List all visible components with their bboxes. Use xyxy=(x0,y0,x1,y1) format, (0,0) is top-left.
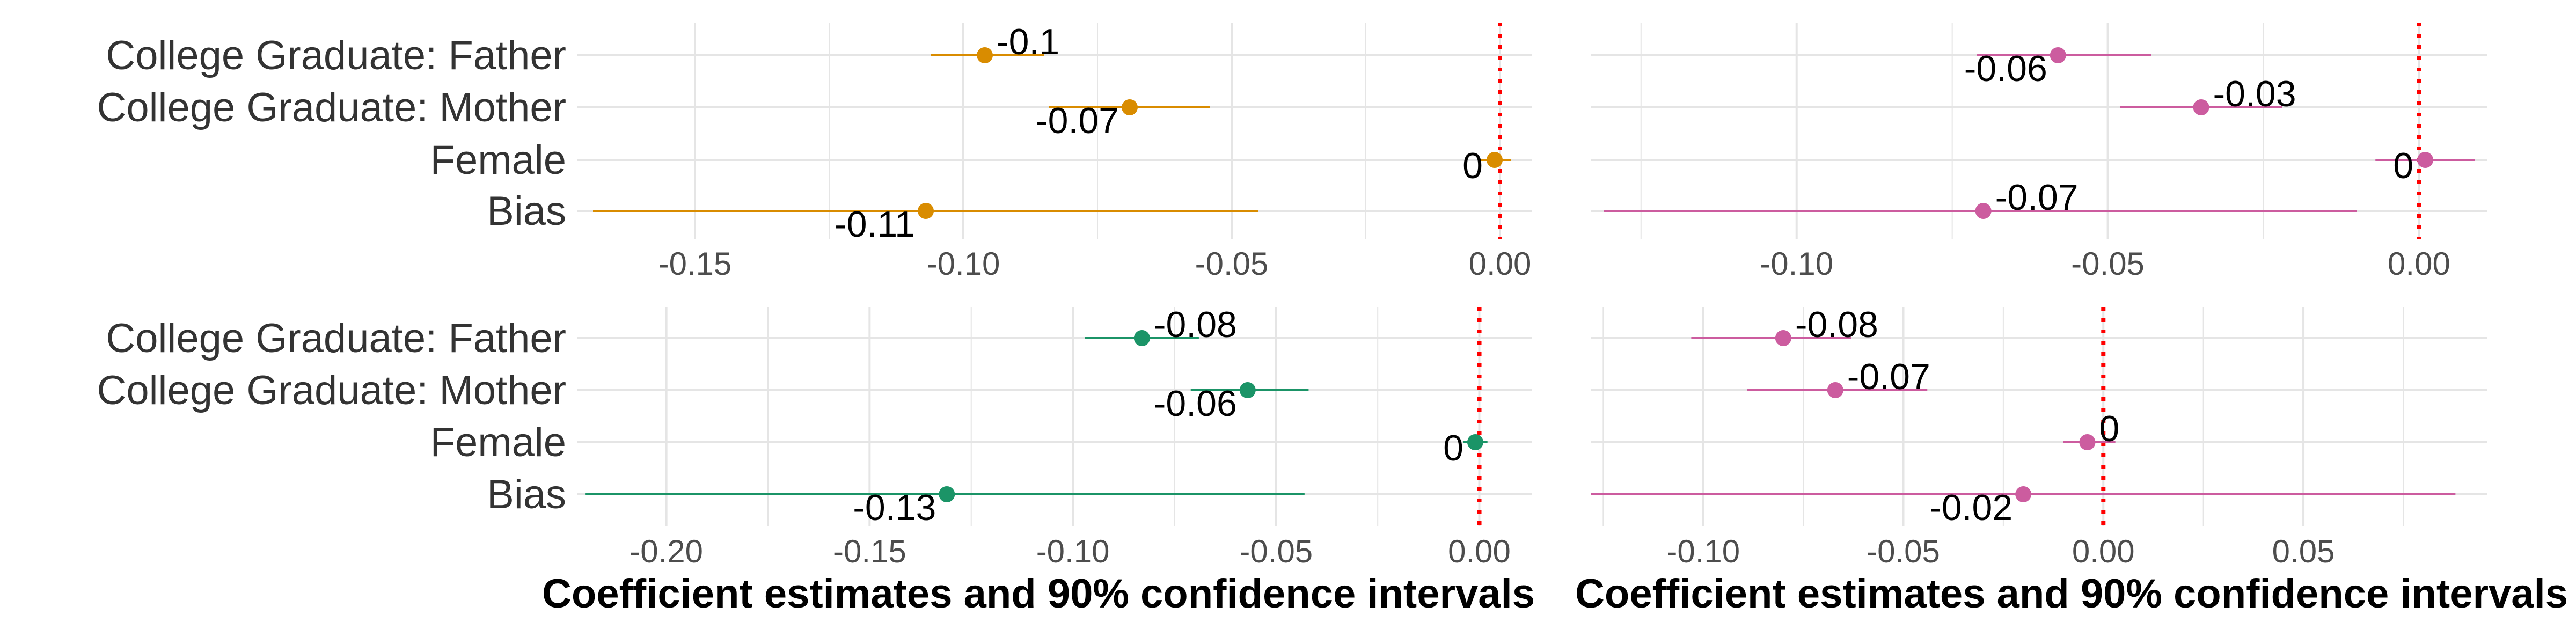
estimate-data-label: -0.08 xyxy=(1795,304,1878,345)
x-tick-label: -0.05 xyxy=(2071,246,2145,282)
x-axis-title: Coefficient estimates and 90% confidence… xyxy=(1575,571,2568,617)
estimate-point xyxy=(1975,203,1992,219)
estimate-data-label: 0 xyxy=(2099,408,2119,449)
x-tick-label: -0.15 xyxy=(833,533,906,569)
estimate-point xyxy=(918,203,934,219)
estimate-point xyxy=(939,486,955,502)
estimate-data-label: 0 xyxy=(1443,428,1463,469)
x-tick-label: -0.10 xyxy=(1760,246,1833,282)
category-label: Bias xyxy=(487,472,566,517)
category-label: College Graduate: Father xyxy=(106,316,566,361)
estimate-data-label: -0.07 xyxy=(1036,100,1119,141)
estimate-point xyxy=(2193,99,2209,115)
estimate-data-label: -0.07 xyxy=(1847,356,1930,397)
panel-top-right: -0.06 -0.03 0 -0.07 -0.10 -0.05 0.00 xyxy=(1591,23,2487,282)
estimate-point xyxy=(1122,99,1138,115)
estimate-data-label: 0 xyxy=(1462,145,1483,186)
estimate-point xyxy=(2079,434,2096,450)
estimate-data-label: -0.13 xyxy=(853,487,936,528)
category-label: Bias xyxy=(487,188,566,234)
estimate-point xyxy=(1239,382,1256,398)
estimate-data-label: -0.07 xyxy=(1995,177,2079,218)
panel-bottom-left: College Graduate: Father College Graduate… xyxy=(97,304,1535,617)
x-tick-label: -0.15 xyxy=(658,246,732,282)
estimate-data-label: -0.08 xyxy=(1154,304,1237,345)
estimate-data-label: -0.06 xyxy=(1964,48,2047,89)
estimate-point xyxy=(1487,152,1503,168)
category-label: Female xyxy=(430,137,566,183)
estimate-point xyxy=(1133,330,1150,346)
estimate-point xyxy=(2417,152,2434,168)
estimate-data-label: -0.06 xyxy=(1154,383,1237,424)
estimate-point xyxy=(1775,330,1791,346)
x-tick-label: 0.05 xyxy=(2272,533,2335,569)
category-label: College Graduate: Father xyxy=(106,33,566,78)
x-tick-label: -0.10 xyxy=(927,246,1000,282)
estimate-data-label: -0.03 xyxy=(2213,74,2296,114)
estimate-point xyxy=(977,47,993,63)
x-tick-label: -0.10 xyxy=(1666,533,1740,569)
x-tick-label: 0.00 xyxy=(1448,533,1511,569)
category-label: College Graduate: Mother xyxy=(97,368,566,413)
x-tick-label: -0.05 xyxy=(1195,246,1269,282)
estimate-point xyxy=(1467,434,1483,450)
panel-bottom-right: -0.08 -0.07 0 -0.02 -0.10 -0.05 0.00 0.05Coeffi… xyxy=(1575,304,2568,617)
estimate-data-label: -0.1 xyxy=(997,21,1059,62)
estimate-data-label: 0 xyxy=(2393,145,2413,186)
category-label: Female xyxy=(430,420,566,465)
x-tick-label: -0.05 xyxy=(1239,533,1313,569)
estimate-point xyxy=(2015,486,2032,502)
x-tick-label: -0.10 xyxy=(1036,533,1110,569)
x-tick-label: 0.00 xyxy=(2072,533,2135,569)
x-tick-label: 0.00 xyxy=(1469,246,1532,282)
x-tick-label: -0.05 xyxy=(1867,533,1940,569)
category-label: College Graduate: Mother xyxy=(97,85,566,130)
x-axis-title: Coefficient estimates and 90% confidence… xyxy=(542,571,1535,617)
x-tick-label: -0.20 xyxy=(630,533,703,569)
panel-top-left: College Graduate: Father College Graduate… xyxy=(97,21,1532,282)
estimate-data-label: -0.02 xyxy=(1929,487,2012,528)
estimate-point xyxy=(2050,47,2066,63)
x-tick-label: 0.00 xyxy=(2388,246,2450,282)
estimate-data-label: -0.11 xyxy=(835,204,915,245)
estimate-point xyxy=(1827,382,1843,398)
